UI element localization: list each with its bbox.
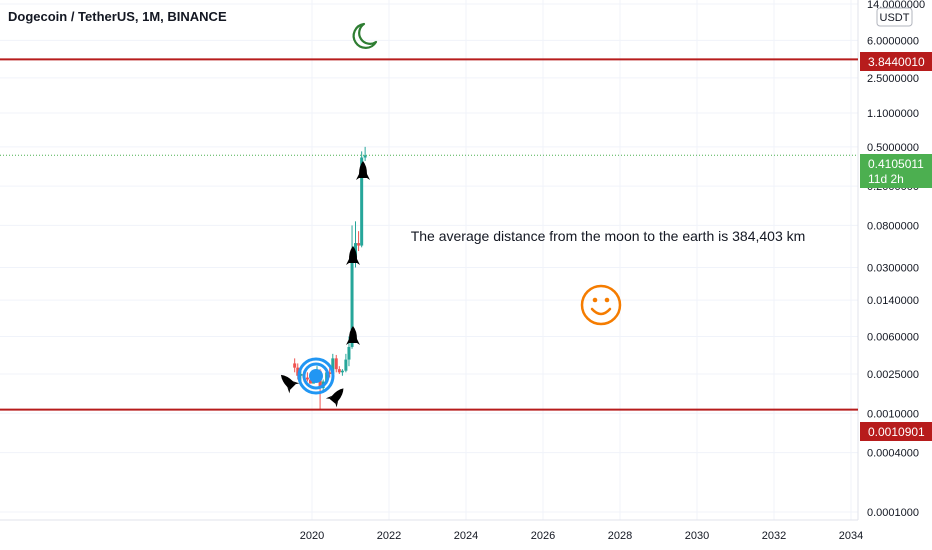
x-tick-label: 2022 <box>377 530 401 542</box>
horizontal-lines[interactable] <box>0 58 858 411</box>
axis-border <box>0 0 859 521</box>
candle-body <box>293 363 297 368</box>
y-tick-label: 0.0010000 <box>867 408 919 420</box>
target-icon[interactable] <box>297 357 335 395</box>
chart-title: Dogecoin / TetherUS, 1M, BINANCE <box>8 9 227 24</box>
y-tick-label: 0.0140000 <box>867 295 919 307</box>
x-tick-label: 2032 <box>762 530 786 542</box>
candle-body <box>347 346 351 360</box>
bar-countdown: 11d 2h <box>868 172 904 186</box>
y-tick-label: 0.5000000 <box>867 142 919 154</box>
candle[interactable] <box>363 146 367 161</box>
candle-body <box>337 369 341 373</box>
x-tick-label: 2034 <box>839 530 863 542</box>
moon-icon[interactable] <box>352 22 378 49</box>
upper-line-price-tag: 3.8440010 <box>860 52 932 71</box>
candle-body <box>360 157 364 246</box>
x-tick-label: 2024 <box>454 530 478 542</box>
candle[interactable] <box>357 231 361 252</box>
y-tick-label: 0.0004000 <box>867 448 919 460</box>
annotation-text[interactable]: The average distance from the moon to th… <box>411 228 806 244</box>
lower-line-price-tag: 0.0010901 <box>860 422 932 441</box>
y-tick-label: 0.0300000 <box>867 262 919 274</box>
rocket-icon[interactable] <box>276 370 300 394</box>
currency-badge[interactable]: USDT <box>876 7 913 27</box>
y-tick-label: 2.5000000 <box>867 73 919 85</box>
x-tick-label: 2028 <box>608 530 632 542</box>
y-tick-label: 0.0025000 <box>867 369 919 381</box>
y-tick-label: 0.0800000 <box>867 220 919 232</box>
lower-line-price: 0.0010901 <box>868 425 925 439</box>
candle-body <box>344 359 348 371</box>
candle-body <box>331 358 335 375</box>
rocket-icon[interactable] <box>356 161 370 180</box>
grid <box>0 0 858 520</box>
current-price: 0.4105011 <box>868 157 924 171</box>
candle[interactable] <box>305 372 309 382</box>
upper-line-price: 3.8440010 <box>868 55 925 69</box>
rocket-icon[interactable] <box>325 384 349 408</box>
x-tick-label: 2020 <box>300 530 324 542</box>
currency-label: USDT <box>880 12 910 24</box>
candle-body <box>340 370 344 373</box>
candle-body <box>334 358 338 370</box>
candle-body <box>296 367 300 376</box>
candle-body <box>357 243 361 246</box>
candle[interactable] <box>328 367 332 378</box>
y-tick-label: 0.0001000 <box>867 507 919 519</box>
rocket-icon[interactable] <box>346 326 360 345</box>
y-tick-label: 1.1000000 <box>867 108 919 120</box>
current-price-tag: 0.4105011 11d 2h <box>860 154 932 188</box>
rocket-icon[interactable] <box>346 246 360 265</box>
y-tick-label: 6.0000000 <box>867 35 919 47</box>
candle[interactable] <box>340 369 344 376</box>
candle[interactable] <box>293 358 297 373</box>
candle[interactable] <box>334 354 338 373</box>
y-tick-label: 0.0060000 <box>867 331 919 343</box>
candle-body <box>308 379 312 384</box>
x-axis-ticks: 2020 2022 2024 2026 2028 2030 2032 2034 <box>300 530 863 542</box>
candle-body <box>299 374 303 376</box>
y-tick-label: 14.0000000 <box>867 0 925 11</box>
candle-body <box>328 372 332 375</box>
candle-body <box>363 155 367 158</box>
candle-body <box>305 377 309 380</box>
candle[interactable] <box>337 366 341 375</box>
candle[interactable] <box>344 353 348 373</box>
x-tick-label: 2030 <box>685 530 709 542</box>
candle-body <box>350 260 354 347</box>
smiley-icon[interactable] <box>580 284 622 326</box>
x-tick-label: 2026 <box>531 530 555 542</box>
